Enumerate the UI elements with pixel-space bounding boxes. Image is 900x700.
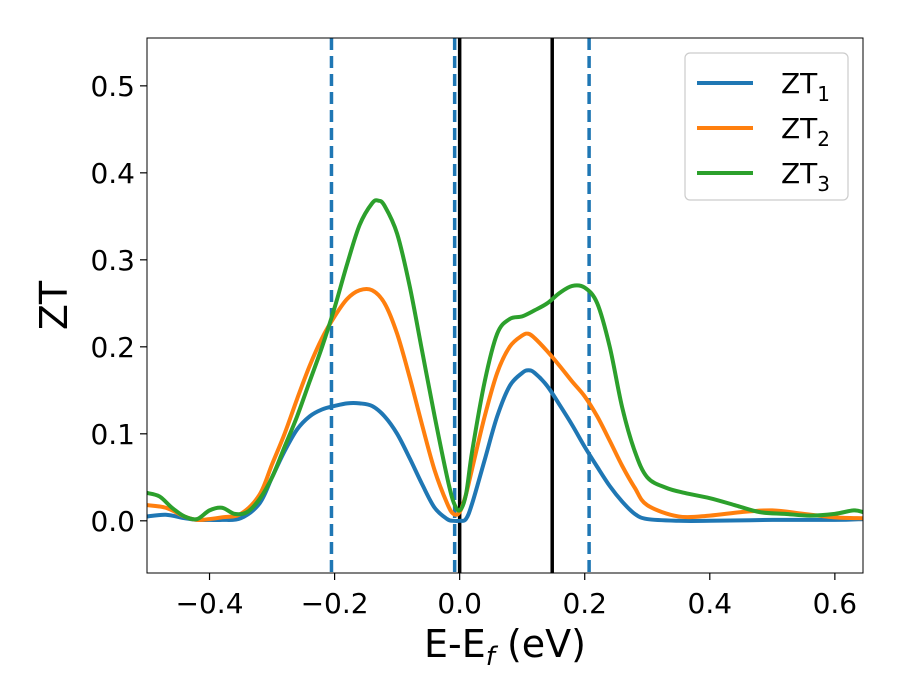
series-line-zt3 [147,198,863,522]
x-tick-label: 0.6 [813,587,858,620]
x-tick-label: 0.4 [688,587,733,620]
legend-box [684,52,849,201]
legend-label-zt3: ZT3 [781,157,830,196]
x-axis-label: E-Ef (eV) [424,622,586,672]
vertical-lines [329,38,591,573]
x-tick-label: −0.4 [176,587,244,620]
y-axis-label: ZT [32,280,76,330]
series-layer [147,198,863,524]
y-tick-label: 0.3 [90,244,135,277]
y-tick-label: 0.5 [90,70,135,103]
y-axis-ticks: 0.0 0.1 0.2 0.3 0.4 0.5 [90,70,147,538]
y-tick-label: 0.0 [90,505,135,538]
legend-label-zt2: ZT2 [781,112,830,151]
x-axis-ticks: −0.4 −0.2 0.0 0.2 0.4 0.6 [176,573,858,620]
x-tick-label: −0.2 [301,587,369,620]
y-tick-label: 0.2 [90,331,135,364]
legend-label-zt1: ZT1 [781,67,830,106]
legend: ZT1 ZT2 ZT3 [684,52,849,201]
x-axis-label-unit: (eV) [495,622,586,666]
x-tick-label: 0.0 [437,587,482,620]
plot-frame [146,37,864,574]
x-tick-label: 0.2 [562,587,607,620]
y-tick-label: 0.1 [90,418,135,451]
x-axis-label-main: E-E [424,622,486,666]
y-tick-label: 0.4 [90,157,135,190]
